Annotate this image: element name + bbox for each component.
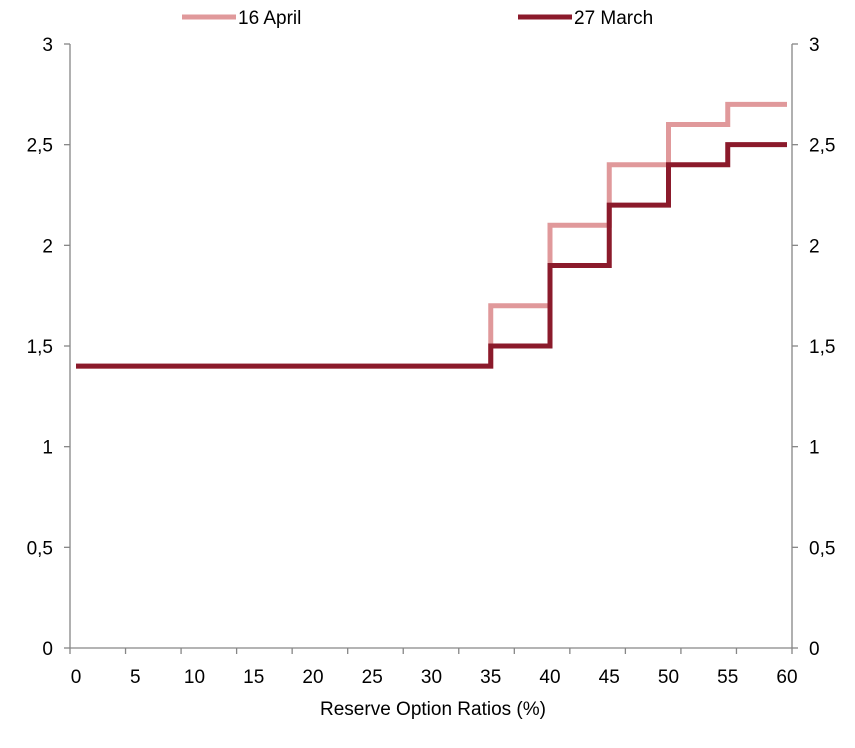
x-axis-title: Reserve Option Ratios (%) [320, 699, 546, 720]
left-y-ticks: 0 0,5 1 1,5 2 2,5 3 [27, 35, 70, 660]
y-tick-label-left: 0,5 [27, 538, 53, 559]
legend-label-16-april: 16 April [238, 8, 301, 29]
y-tick-label-left: 2,5 [27, 136, 53, 157]
x-tick-label: 15 [243, 667, 264, 688]
x-ticks: 0 5 10 15 20 25 30 35 40 45 50 55 60 [69, 648, 798, 688]
y-tick-label-left: 2 [42, 236, 53, 257]
x-tick-label: 5 [130, 667, 141, 688]
y-tick-label-left: 3 [42, 35, 53, 56]
plot-area: 0 0,5 1 1,5 2 2,5 3 0 0,5 1 1,5 2 2,5 3 0 5 10 15 20 25 30… [27, 35, 836, 688]
x-tick-label: 30 [421, 667, 442, 688]
x-tick-label: 40 [539, 667, 560, 688]
x-tick-label: 60 [776, 667, 797, 688]
y-tick-label-left: 1 [42, 438, 53, 459]
series-line-16-april [76, 101, 787, 369]
y-tick-label-right: 0,5 [809, 538, 835, 559]
y-tick-label-right: 2 [809, 236, 820, 257]
right-y-ticks: 0 0,5 1 1,5 2 2,5 3 [792, 35, 835, 660]
x-tick-label: 0 [71, 667, 82, 688]
x-tick-label: 25 [362, 667, 383, 688]
x-tick-label: 10 [184, 667, 205, 688]
x-tick-label: 45 [599, 667, 620, 688]
x-tick-label: 50 [658, 667, 679, 688]
y-tick-label-right: 1,5 [809, 337, 835, 358]
series-line-27-march [76, 142, 787, 369]
legend-label-27-march: 27 March [574, 8, 653, 29]
y-tick-label-left: 1,5 [27, 337, 53, 358]
y-tick-label-right: 0 [809, 639, 820, 660]
legend-entry-16-april: 16 April [182, 8, 301, 29]
y-tick-label-left: 0 [42, 639, 53, 660]
y-tick-label-right: 3 [809, 35, 820, 56]
y-tick-label-right: 2,5 [809, 136, 835, 157]
y-tick-label-right: 1 [809, 438, 820, 459]
x-tick-label: 20 [302, 667, 323, 688]
series-lines [76, 101, 787, 369]
x-tick-label: 55 [717, 667, 738, 688]
legend-entry-27-march: 27 March [518, 8, 653, 29]
x-tick-label: 35 [480, 667, 501, 688]
legend: 16 April 27 March [182, 8, 653, 29]
